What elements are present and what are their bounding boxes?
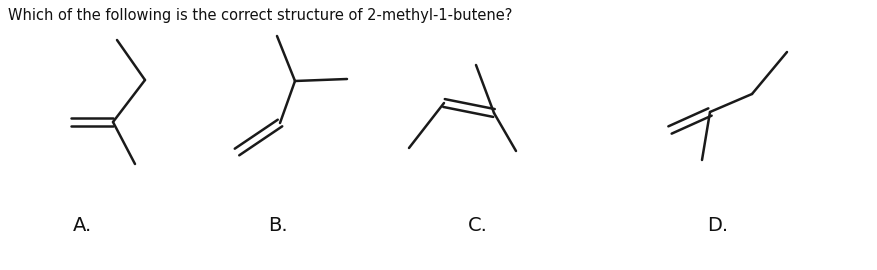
Text: A.: A. [73,216,91,235]
Text: Which of the following is the correct structure of 2-methyl-1-butene?: Which of the following is the correct st… [8,8,512,23]
Text: B.: B. [268,216,288,235]
Text: D.: D. [708,216,729,235]
Text: C.: C. [468,216,488,235]
